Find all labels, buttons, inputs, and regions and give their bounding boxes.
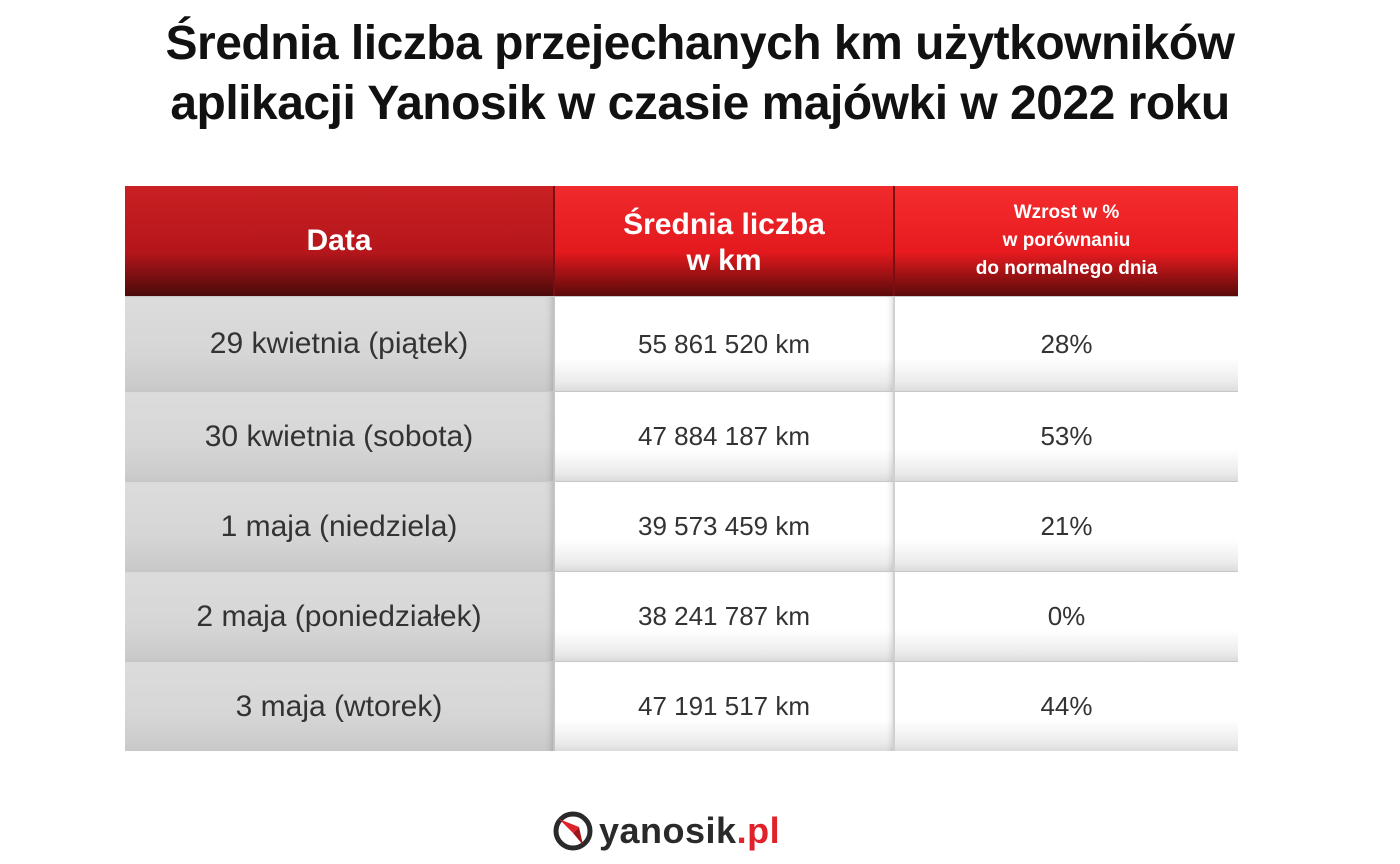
page-title-line-1: Średnia liczba przejechanych km użytkown… bbox=[165, 17, 1236, 70]
logo-name: yanosik bbox=[599, 810, 737, 851]
cell-growth: 0% bbox=[895, 572, 1238, 661]
header-date-label: Data bbox=[306, 224, 372, 257]
header-growth: Wzrost w % w porównaniu do normalnego dn… bbox=[895, 186, 1238, 296]
header-growth-line-2: w porównaniu bbox=[1002, 230, 1131, 251]
cell-km: 38 241 787 km bbox=[555, 572, 895, 661]
page-title: Średnia liczba przejechanych km użytkown… bbox=[0, 14, 1400, 134]
logo-tld: .pl bbox=[736, 810, 781, 851]
cell-km: 39 573 459 km bbox=[555, 482, 895, 571]
cell-growth: 53% bbox=[895, 392, 1238, 481]
header-growth-line-1: Wzrost w % bbox=[1013, 202, 1120, 223]
cell-date: 29 kwietnia (piątek) bbox=[125, 297, 555, 391]
table-row: 3 maja (wtorek) 47 191 517 km 44% bbox=[125, 661, 1238, 751]
cell-growth: 28% bbox=[895, 297, 1238, 391]
cell-date: 30 kwietnia (sobota) bbox=[125, 392, 555, 481]
header-date: Data bbox=[125, 186, 555, 296]
table-header: Data Średnia liczba w km Wzrost w % w po… bbox=[125, 186, 1238, 296]
data-table: Data Średnia liczba w km Wzrost w % w po… bbox=[125, 186, 1238, 751]
yanosik-logo: yanosik.pl bbox=[553, 806, 780, 856]
cell-date: 1 maja (niedziela) bbox=[125, 482, 555, 571]
yanosik-logo-icon bbox=[553, 811, 593, 851]
table-row: 29 kwietnia (piątek) 55 861 520 km 28% bbox=[125, 296, 1238, 391]
cell-km: 47 191 517 km bbox=[555, 662, 895, 751]
cell-km: 47 884 187 km bbox=[555, 392, 895, 481]
cell-date: 2 maja (poniedziałek) bbox=[125, 572, 555, 661]
cell-km: 55 861 520 km bbox=[555, 297, 895, 391]
header-average-km-line-2: w km bbox=[686, 244, 762, 277]
logo-wordmark: yanosik.pl bbox=[599, 810, 780, 852]
table-row: 1 maja (niedziela) 39 573 459 km 21% bbox=[125, 481, 1238, 571]
cell-growth: 44% bbox=[895, 662, 1238, 751]
header-average-km: Średnia liczba w km bbox=[555, 186, 895, 296]
table-row: 30 kwietnia (sobota) 47 884 187 km 53% bbox=[125, 391, 1238, 481]
cell-date: 3 maja (wtorek) bbox=[125, 662, 555, 751]
header-average-km-line-1: Średnia liczba bbox=[623, 208, 825, 241]
header-growth-line-3: do normalnego dnia bbox=[975, 258, 1158, 279]
table-row: 2 maja (poniedziałek) 38 241 787 km 0% bbox=[125, 571, 1238, 661]
cell-growth: 21% bbox=[895, 482, 1238, 571]
page-title-line-2: aplikacji Yanosik w czasie majówki w 202… bbox=[170, 77, 1230, 130]
